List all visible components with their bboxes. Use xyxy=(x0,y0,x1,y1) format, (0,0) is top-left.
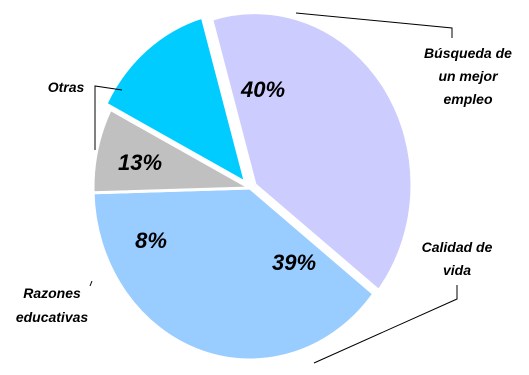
pct-label-otras: 13% xyxy=(118,150,162,175)
category-label-otras: Otras xyxy=(48,79,85,95)
category-label-razones-educativas: Razones educativas xyxy=(16,285,89,325)
pct-label-busqueda-empleo: 40% xyxy=(240,77,285,102)
pie-slices xyxy=(93,13,412,360)
category-label-busqueda-empleo: Búsqueda de un mejor empleo xyxy=(424,45,512,107)
pct-label-razones-educativas: 8% xyxy=(135,228,167,253)
category-label-calidad-vida: Calidad de vida xyxy=(422,239,493,278)
pct-label-calidad-vida: 39% xyxy=(272,250,316,275)
leader-line-razones-educativas xyxy=(90,281,92,286)
